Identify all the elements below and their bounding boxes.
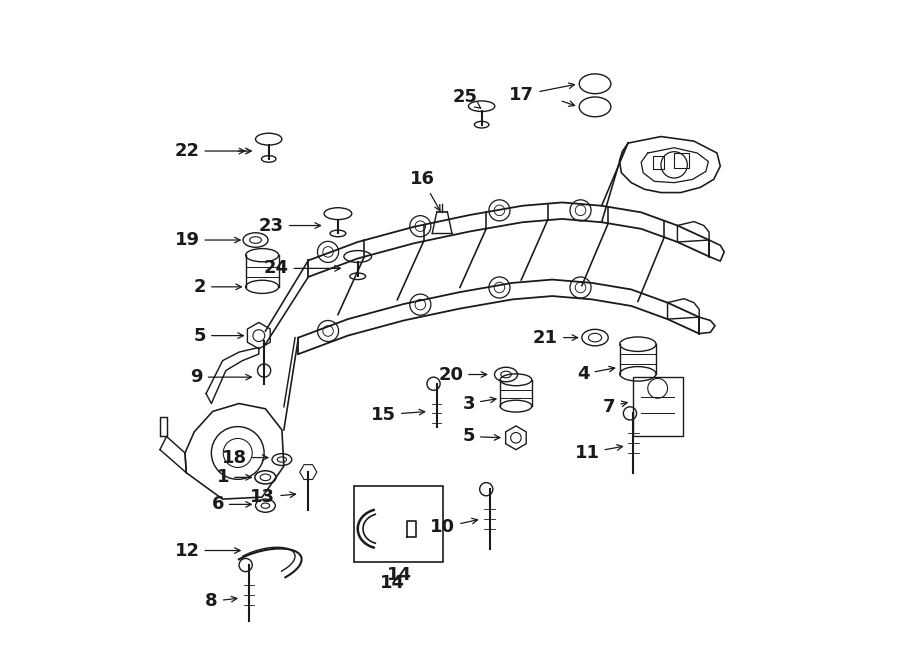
Text: 19: 19 [175,231,240,249]
Text: 18: 18 [221,449,268,467]
Text: 16: 16 [410,170,440,211]
Text: 5: 5 [194,326,243,345]
Text: 13: 13 [250,488,295,506]
Text: 6: 6 [212,495,251,513]
Text: 23: 23 [259,216,320,234]
Text: 14: 14 [380,574,405,592]
Text: 8: 8 [205,592,237,610]
Text: 22: 22 [175,142,245,160]
Text: 3: 3 [463,395,496,412]
Text: 1: 1 [217,468,251,487]
Text: 17: 17 [509,83,574,104]
Text: 14: 14 [387,567,411,585]
Text: 9: 9 [190,368,251,386]
Bar [633,377,683,436]
Bar [355,486,444,562]
Text: 20: 20 [438,365,487,383]
Text: 7: 7 [603,398,627,416]
Text: 5: 5 [463,428,500,446]
Text: 24: 24 [264,260,340,277]
Text: 4: 4 [577,365,615,383]
Text: 21: 21 [533,328,578,347]
Text: 25: 25 [453,88,481,108]
Text: 2: 2 [194,278,241,296]
Text: 11: 11 [574,444,623,462]
Text: 12: 12 [175,542,240,559]
Text: 15: 15 [371,406,425,424]
Text: 10: 10 [430,518,478,536]
